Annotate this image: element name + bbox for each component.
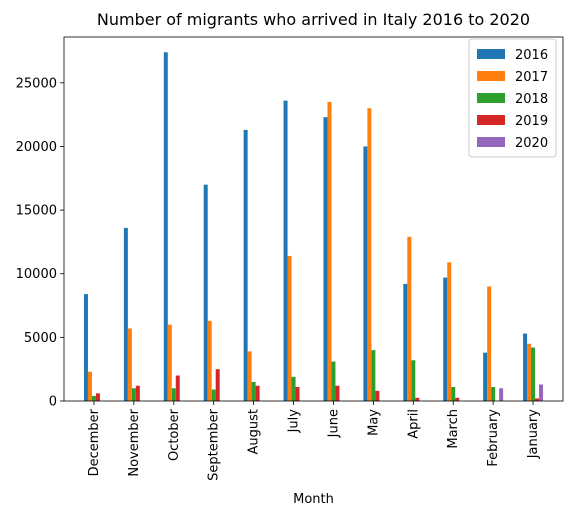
y-tick-label: 20000: [16, 140, 57, 155]
x-tick-label: May: [366, 409, 381, 436]
x-tick-label: November: [127, 408, 142, 476]
bar-2018-march: [451, 387, 456, 401]
bar-2016-july: [283, 100, 288, 401]
bar-2019-april: [415, 397, 420, 401]
bar-2018-may: [371, 350, 376, 401]
axes-layer: December November October September August Ju…: [16, 36, 564, 481]
bar-2016-june: [323, 117, 328, 402]
bar-2019-june: [335, 385, 340, 401]
bar-2016-august: [243, 129, 248, 401]
legend-label-2020: 2020: [515, 136, 548, 151]
legend-label-2017: 2017: [515, 70, 548, 85]
y-tick-label: 25000: [16, 76, 57, 91]
bar-2018-february: [491, 387, 496, 401]
bar-2017-february: [487, 286, 492, 401]
bar-2017-march: [447, 262, 452, 401]
bar-2019-november: [135, 385, 140, 401]
plot-frame: [63, 36, 564, 402]
bar-2019-march: [455, 397, 460, 401]
bar-2019-october: [175, 375, 180, 401]
legend-label-2019: 2019: [515, 114, 548, 129]
bar-2018-december: [91, 395, 96, 401]
legend-label-2016: 2016: [515, 48, 548, 63]
legend-swatch-2017: [477, 71, 505, 81]
bar-2018-january: [531, 347, 536, 401]
legend-swatch-2019: [477, 115, 505, 125]
bar-2019-may: [375, 390, 380, 401]
bar-2016-september: [203, 184, 208, 401]
bar-2019-july: [295, 387, 300, 401]
bar-2018-september: [211, 389, 216, 401]
bar-2016-february: [483, 352, 488, 401]
bar-2017-may: [367, 108, 372, 402]
x-tick-label: December: [87, 408, 102, 476]
bar-2017-december: [87, 371, 92, 401]
x-tick-label: April: [406, 409, 421, 439]
x-tick-label: July: [287, 409, 302, 434]
x-tick-label: January: [526, 409, 541, 460]
legend-swatch-2020: [477, 137, 505, 147]
bar-2019-january: [535, 398, 540, 401]
x-tick-label: February: [486, 409, 501, 467]
bar-2019-december: [95, 393, 100, 401]
bar-2017-june: [327, 101, 332, 401]
legend-swatch-2016: [477, 49, 505, 59]
legend: 2016 2017 2018 2019 2020: [468, 38, 557, 158]
y-tick-label: 15000: [16, 204, 57, 219]
bar-2017-november: [127, 328, 132, 401]
bar-2016-may: [363, 146, 368, 401]
bar-2016-march: [443, 277, 448, 401]
y-tick-label: 0: [49, 395, 57, 410]
bar-2020-february: [499, 388, 504, 401]
bars-layer: [83, 52, 544, 402]
bar-2016-january: [523, 333, 528, 401]
x-tick-label: September: [207, 408, 222, 481]
bar-2018-august: [251, 381, 256, 401]
bar-2016-december: [83, 294, 88, 401]
chart-title: Number of migrants who arrived in Italy …: [97, 10, 530, 29]
y-tick-label: 10000: [16, 267, 57, 282]
legend-box: [468, 38, 557, 158]
bar-2017-august: [247, 351, 252, 401]
legend-swatch-2018: [477, 93, 505, 103]
bar-2017-october: [167, 324, 172, 401]
bar-2017-april: [407, 236, 412, 401]
x-tick-label: August: [247, 409, 262, 455]
x-axis-label: Month: [293, 492, 334, 507]
bar-2017-january: [527, 343, 532, 401]
y-tick-label: 5000: [24, 331, 57, 346]
x-tick-label: March: [446, 409, 461, 449]
legend-label-2018: 2018: [515, 92, 548, 107]
bar-2017-july: [287, 255, 292, 401]
bar-2018-november: [131, 388, 136, 401]
bar-2020-january: [539, 384, 544, 401]
bar-2017-september: [207, 320, 212, 401]
bar-2016-november: [123, 227, 128, 401]
x-tick-label: October: [167, 408, 182, 461]
bar-2018-july: [291, 376, 296, 401]
bar-2018-october: [171, 388, 176, 401]
bar-2018-june: [331, 361, 336, 401]
bar-2018-april: [411, 360, 416, 401]
bar-2016-april: [403, 283, 408, 401]
bar-2019-august: [255, 385, 260, 401]
bar-2016-october: [163, 52, 168, 402]
bar-2019-september: [215, 369, 220, 401]
x-tick-label: June: [326, 409, 341, 438]
